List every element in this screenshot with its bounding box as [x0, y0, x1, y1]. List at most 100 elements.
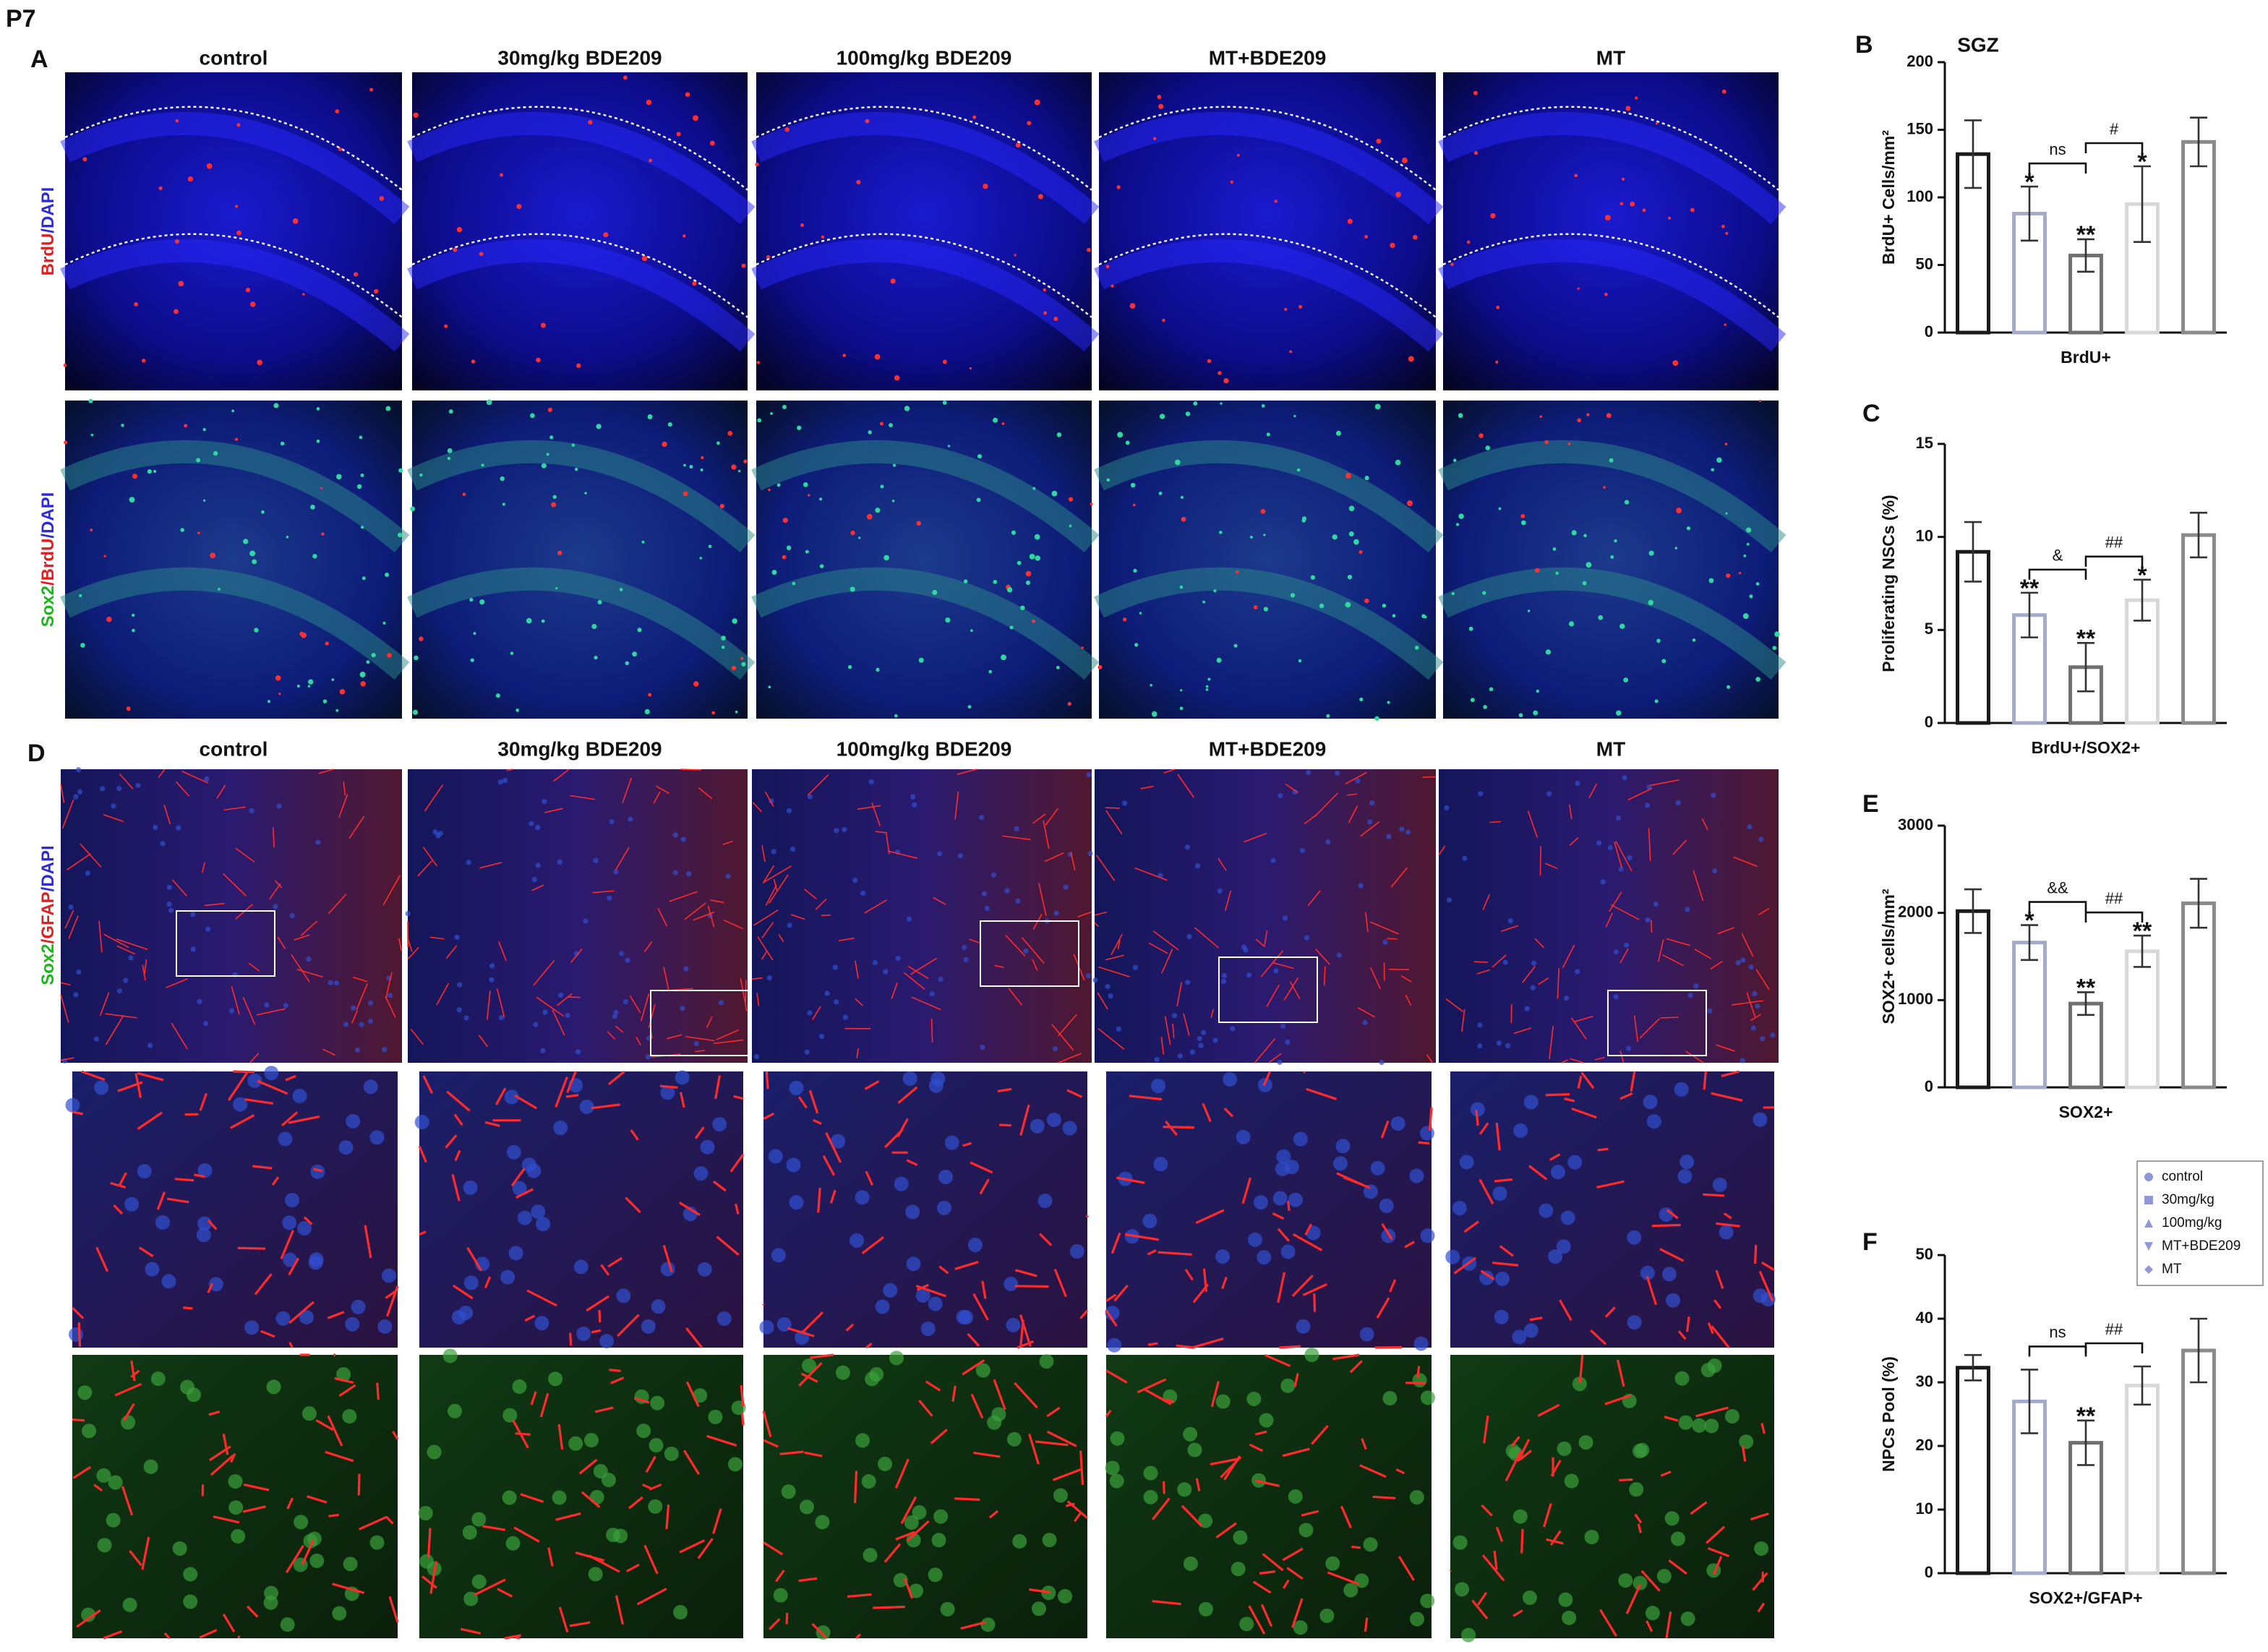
nucleus	[818, 1033, 825, 1040]
nucleus	[307, 1531, 322, 1546]
fiber	[1481, 1554, 1505, 1582]
fiber	[68, 915, 79, 939]
nucleus	[512, 1379, 527, 1394]
nucleus	[565, 1012, 570, 1019]
cell	[1335, 430, 1341, 436]
fiber	[385, 1288, 398, 1299]
nucleus	[502, 1408, 518, 1423]
cell	[360, 526, 364, 529]
cell	[1298, 659, 1302, 663]
cell	[447, 448, 453, 453]
fiber	[64, 910, 74, 929]
figure-label: P7	[6, 5, 36, 33]
cell	[983, 183, 988, 189]
fiber	[199, 1092, 207, 1111]
nucleus	[649, 1438, 664, 1453]
cell	[1655, 122, 1659, 125]
cell	[371, 652, 376, 658]
nucleus	[489, 977, 495, 983]
fiber	[1596, 1180, 1625, 1189]
cell	[141, 359, 146, 363]
cell	[1364, 598, 1369, 604]
nucleus	[521, 1157, 536, 1173]
micrograph	[407, 72, 756, 390]
band	[751, 239, 1100, 352]
fiber	[680, 769, 701, 771]
nucleus	[980, 1045, 985, 1050]
fiber	[93, 1484, 103, 1491]
fiber	[775, 1570, 785, 1583]
fiber	[1028, 1433, 1040, 1465]
cell	[462, 492, 466, 497]
fiber	[60, 982, 71, 986]
error-bar	[2021, 185, 2038, 242]
cell	[1749, 594, 1753, 599]
cell	[236, 123, 241, 127]
fiber	[1438, 845, 1446, 856]
cell	[413, 112, 419, 118]
nucleus	[1446, 897, 1452, 903]
nucleus	[1752, 990, 1758, 997]
fiber	[697, 1538, 714, 1559]
fiber	[1279, 1345, 1301, 1349]
column-header: 30mg/kg BDE209	[497, 737, 662, 760]
nucleus	[1122, 800, 1128, 806]
nucleus	[166, 901, 172, 907]
fiber	[1707, 1322, 1714, 1335]
fiber	[707, 905, 715, 928]
fiber	[407, 946, 419, 960]
cell	[1496, 305, 1500, 309]
fiber	[1564, 1097, 1575, 1103]
nucleus	[1627, 855, 1632, 860]
cell	[419, 636, 424, 641]
cell	[676, 132, 681, 137]
fiber	[1755, 969, 1770, 990]
nucleus	[280, 1617, 295, 1632]
nucleus	[1613, 994, 1619, 1000]
cell	[768, 685, 771, 689]
fiber	[445, 945, 458, 959]
fiber	[1045, 808, 1059, 826]
nucleus	[345, 1317, 360, 1332]
cell	[79, 594, 82, 597]
cell	[250, 301, 256, 307]
nucleus	[929, 991, 935, 997]
bracket-label: ##	[2105, 889, 2123, 907]
cell	[1774, 631, 1780, 637]
inset-box	[1218, 956, 1318, 1023]
fiber	[1057, 1014, 1077, 1037]
fiber	[1648, 828, 1651, 861]
micrograph	[751, 72, 1100, 390]
legend-label: 30mg/kg	[2162, 1192, 2214, 1207]
nucleus	[1679, 1155, 1695, 1170]
fiber	[714, 1075, 721, 1100]
nucleus	[1275, 1161, 1290, 1176]
fiber	[588, 1554, 620, 1573]
nucleus	[675, 1070, 690, 1085]
nucleus	[116, 988, 123, 994]
fiber	[1627, 787, 1653, 801]
micrograph	[759, 1071, 1089, 1349]
bracket	[2028, 568, 2087, 580]
cell	[1527, 609, 1531, 612]
fiber	[105, 1014, 124, 1045]
cell	[1207, 359, 1212, 364]
cell	[103, 555, 106, 557]
cell	[307, 685, 311, 688]
cell	[339, 689, 346, 695]
fiber	[429, 1561, 437, 1594]
fiber	[1032, 959, 1038, 971]
fiber	[1140, 785, 1154, 789]
fiber	[158, 769, 166, 778]
nucleus	[1215, 1249, 1231, 1264]
fiber	[1192, 1283, 1210, 1304]
fiber	[194, 1173, 205, 1178]
fiber	[1741, 933, 1754, 957]
bracket-label: ##	[2105, 1320, 2123, 1338]
nucleus	[1288, 1192, 1303, 1207]
cell	[721, 635, 726, 641]
cell	[1755, 677, 1760, 682]
fiber	[838, 937, 855, 941]
fiber	[1570, 1017, 1587, 1040]
bar	[1956, 909, 1990, 1090]
